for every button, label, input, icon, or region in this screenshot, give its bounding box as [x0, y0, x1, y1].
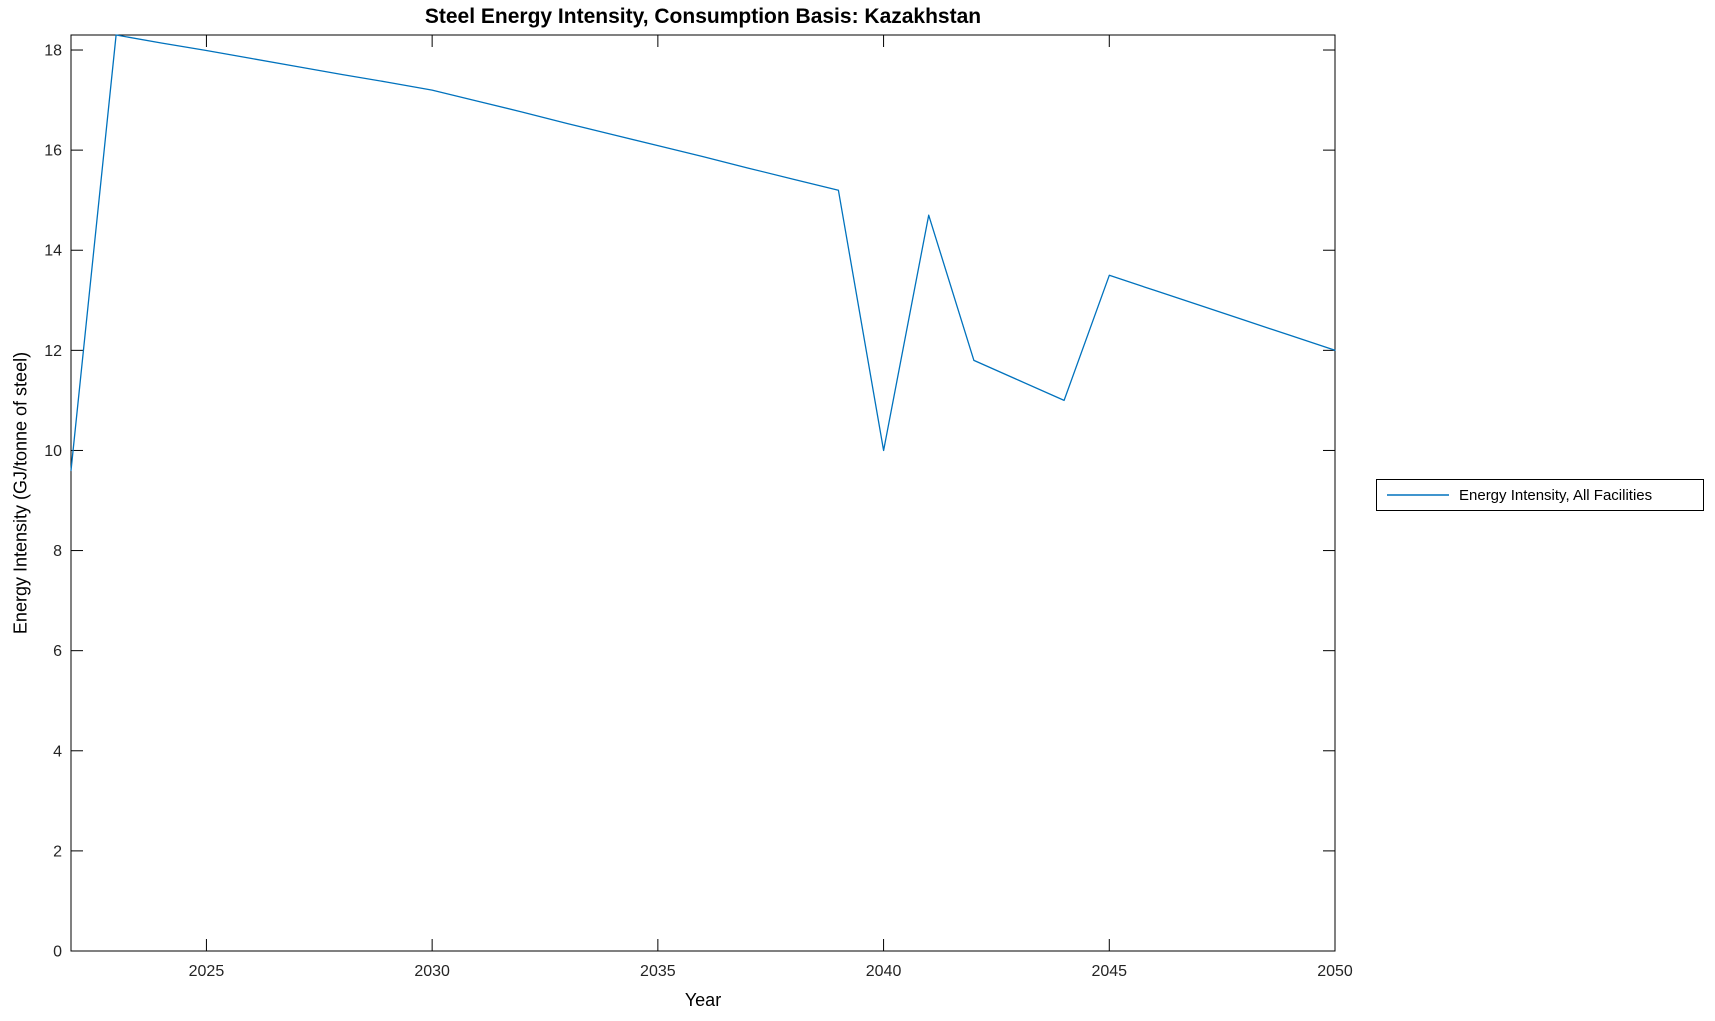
- x-tick-label: 2050: [1317, 963, 1353, 980]
- y-tick-label: 8: [53, 543, 62, 560]
- y-tick-label: 6: [53, 643, 62, 660]
- x-tick-label: 2040: [866, 963, 902, 980]
- plot-box-border: [70, 34, 1336, 952]
- x-axis-label: Year: [684, 990, 722, 1010]
- y-tick-label: 2: [53, 843, 62, 860]
- x-tick-label: 2035: [640, 963, 676, 980]
- x-tick-label: 2030: [414, 963, 450, 980]
- y-tick-label: 14: [44, 243, 62, 260]
- legend-label: Energy Intensity, All Facilities: [1459, 486, 1653, 504]
- axis-ticks: [71, 35, 1336, 952]
- y-tick-label: 10: [44, 443, 62, 460]
- y-tick-label: 0: [53, 944, 62, 961]
- x-tick-label: 2025: [189, 963, 225, 980]
- y-tick-label: 12: [44, 343, 62, 360]
- chart-title: Steel Energy Intensity, Consumption Basi…: [424, 5, 982, 28]
- energy-intensity-line: [70, 34, 1336, 472]
- y-axis-label: Energy Intensity (GJ/tonne of steel): [10, 351, 31, 635]
- y-tick-label: 18: [44, 43, 62, 60]
- legend-line-sample: [1387, 494, 1449, 496]
- y-tick-label: 16: [44, 143, 62, 160]
- axis-tick-labels: 2025 2030 2035 2040 2045 2050 0 2 4 6 8 10 12 14 16 18: [44, 43, 1353, 980]
- y-tick-label: 4: [53, 743, 62, 760]
- x-tick-label: 2045: [1091, 963, 1127, 980]
- legend-box: Energy Intensity, All Facilities: [1376, 479, 1704, 511]
